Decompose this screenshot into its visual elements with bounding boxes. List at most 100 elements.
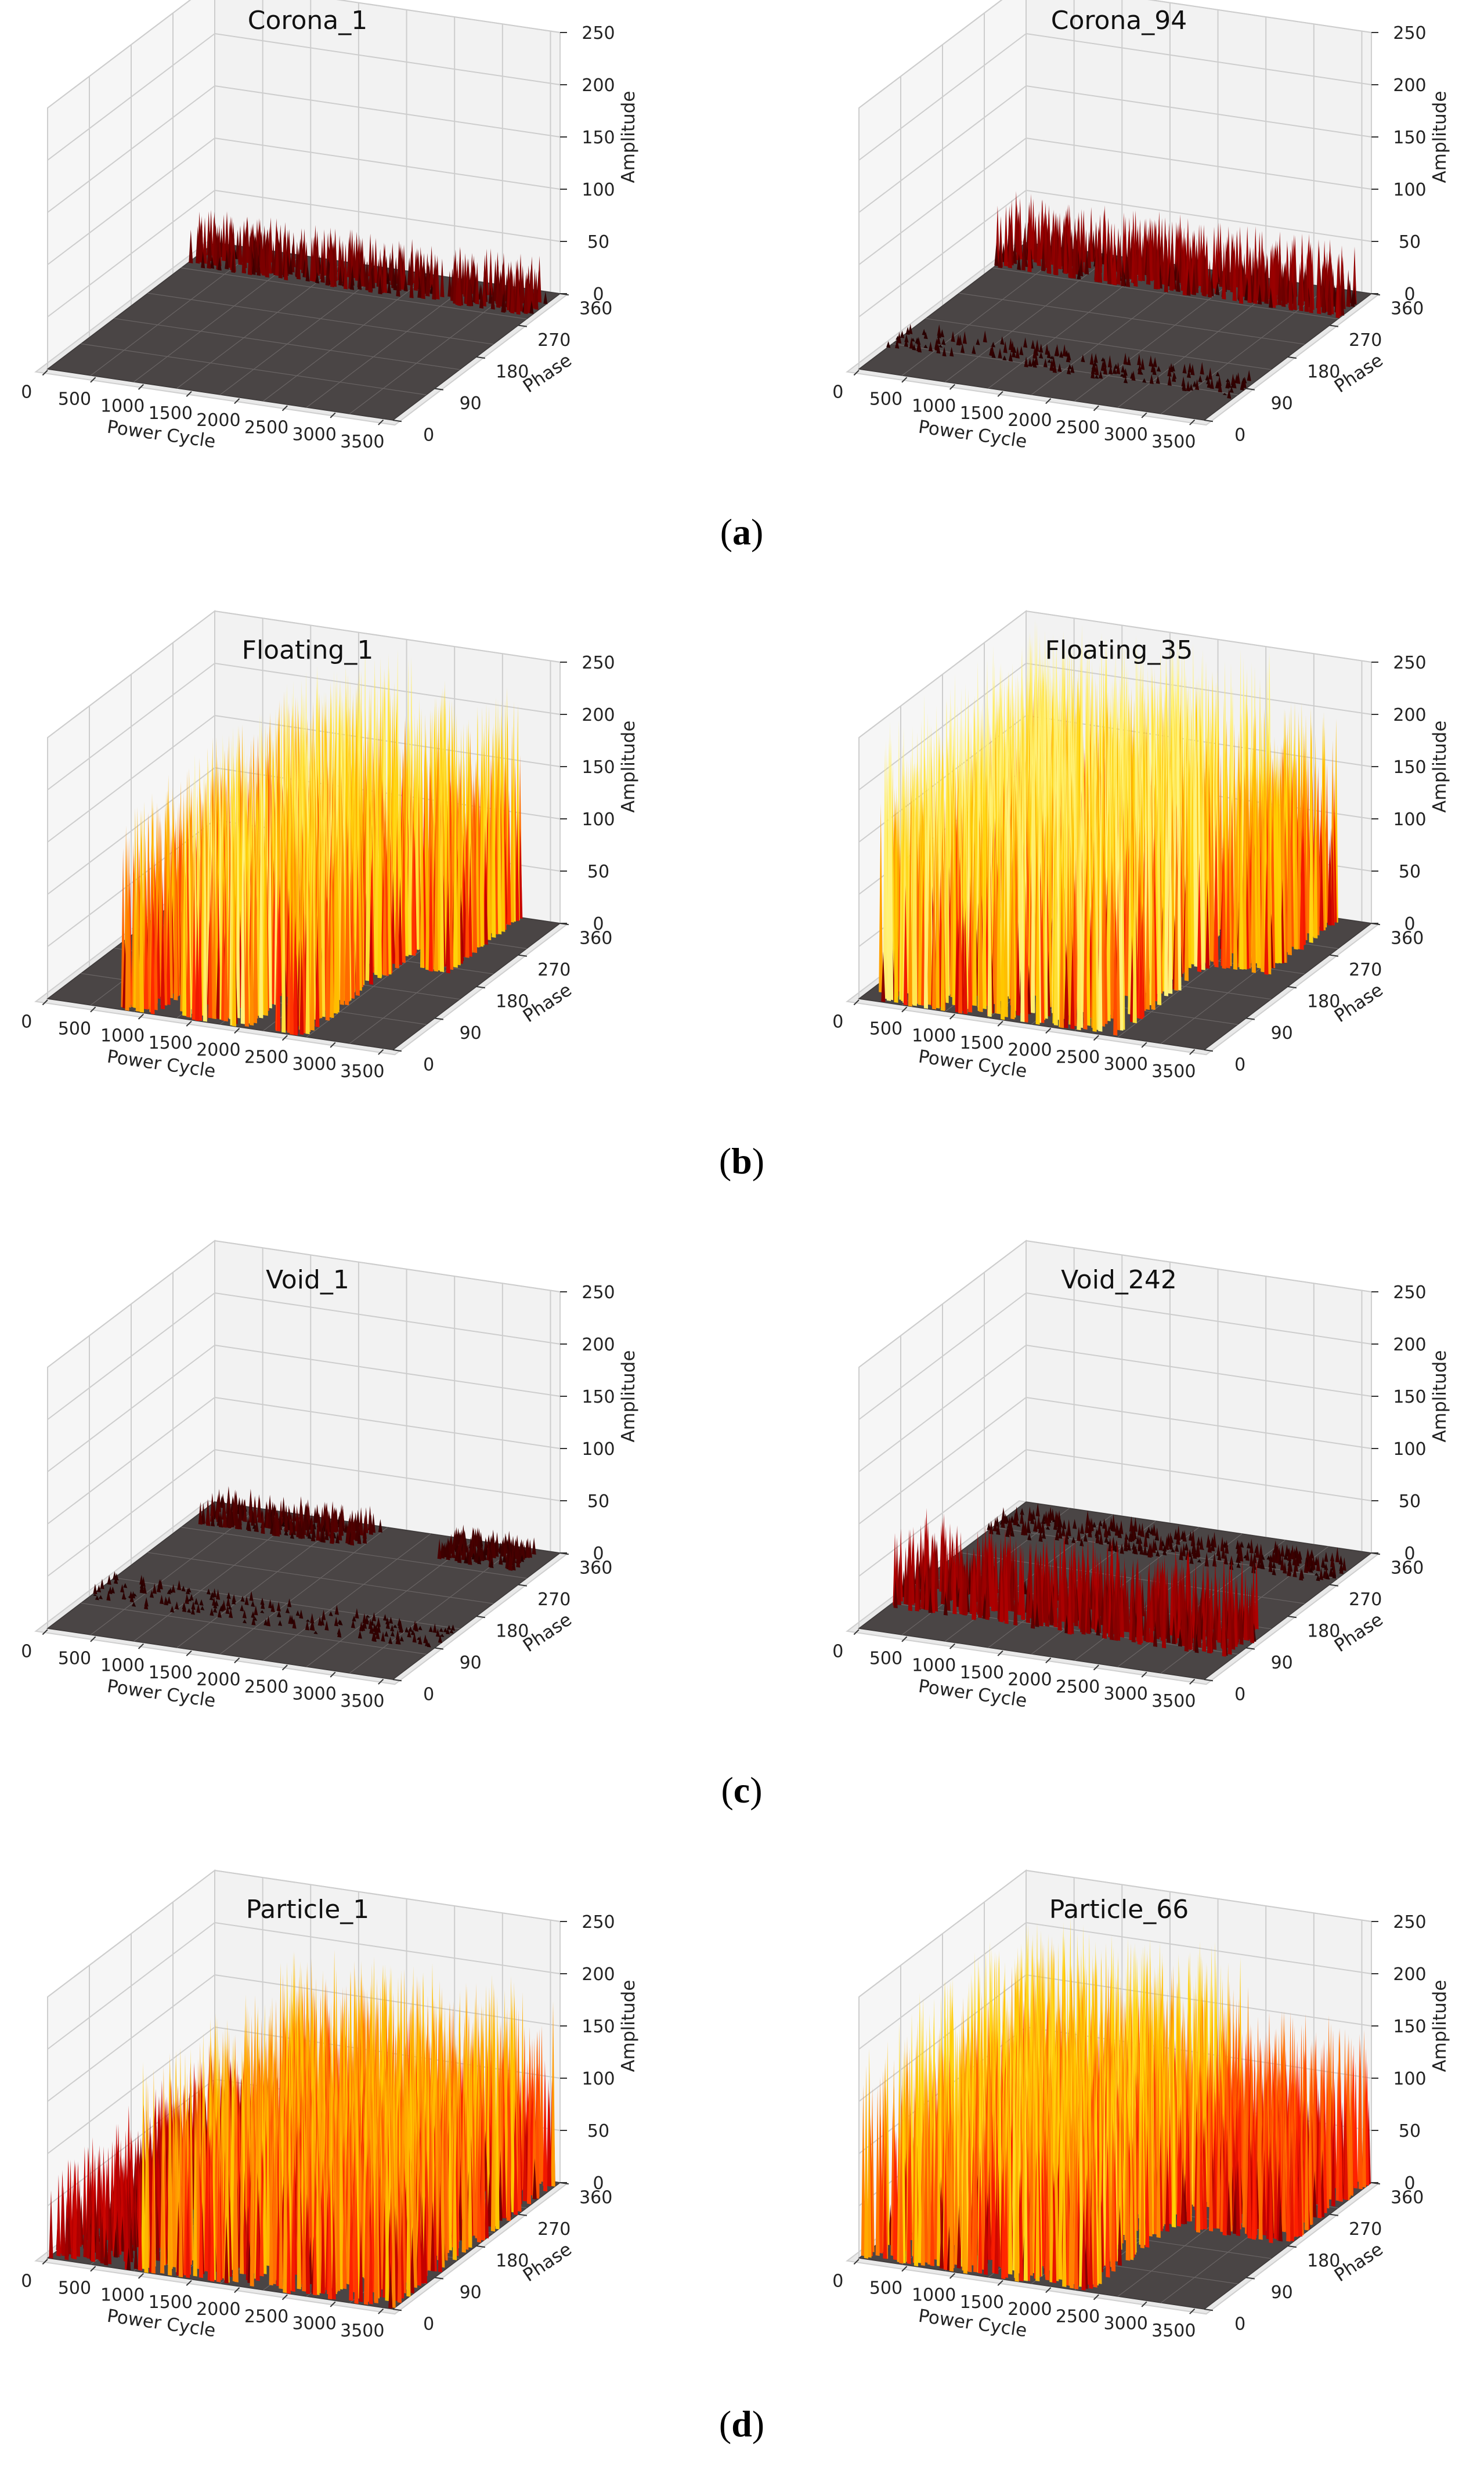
x-tick-mark: [1141, 412, 1147, 418]
surface-spike: [1107, 243, 1112, 285]
y-tick-mark: [392, 420, 402, 422]
surface-spike: [1140, 235, 1145, 281]
y-tick-mark: [1287, 356, 1297, 359]
y-tick-label: 0: [423, 425, 434, 445]
surface-spike: [1351, 290, 1355, 307]
surface-spike: [1107, 355, 1112, 368]
surface-spike: [1043, 358, 1048, 368]
surface-spike: [1047, 359, 1052, 363]
panel-floating-35: 0 500 1000 1500 2000 2500 3000 3500 090180270360…: [832, 609, 1450, 1082]
surface-spike: [1272, 246, 1276, 308]
surface-spike: [1182, 382, 1187, 392]
z-tick-label: 150: [582, 128, 615, 148]
z-tick-label: 200: [582, 75, 615, 96]
surface-spike: [923, 331, 928, 339]
y-tick-mark: [434, 388, 444, 391]
surface-spike: [1189, 384, 1193, 391]
surface-spike: [1131, 370, 1136, 381]
surface-spike: [1258, 284, 1262, 305]
surface-spike: [1008, 217, 1012, 269]
z-axis-label: Amplitude: [618, 721, 639, 813]
surface-spike: [1324, 262, 1328, 312]
z-tick-label: 50: [587, 862, 609, 882]
y-tick-label: 90: [1271, 393, 1293, 414]
surface-spike: [1003, 341, 1008, 353]
surface-spike: [487, 739, 492, 941]
surface-spike: [368, 233, 373, 277]
surface-spike: [413, 251, 418, 291]
surface-spike: [1121, 259, 1125, 287]
surface-spike: [1247, 370, 1251, 381]
surface-spike: [1207, 259, 1212, 298]
surface-spike: [1247, 246, 1252, 304]
surface-spike: [909, 337, 913, 349]
x-tick-label: 1500: [960, 403, 1004, 424]
x-tick-label: 1000: [912, 396, 956, 417]
x-tick-mark: [1093, 405, 1099, 411]
surface-spike: [403, 273, 408, 292]
surface-spike: [1176, 269, 1180, 292]
surface-spike: [904, 334, 909, 343]
surface-spike: [1122, 370, 1127, 378]
surface-spike: [261, 232, 266, 276]
surface-spike: [900, 330, 905, 338]
surface-spikes: [121, 645, 523, 1036]
surface-spike: [1288, 262, 1293, 311]
surface-spikes: [886, 191, 1357, 399]
surface-spike: [1033, 217, 1038, 263]
surface-spike: [1133, 231, 1138, 287]
surface-spike: [1123, 352, 1128, 365]
surface-spike: [309, 237, 314, 281]
x-tick-label: 0: [832, 382, 843, 402]
x-tick-label: 3500: [1151, 432, 1196, 452]
surface-spike: [1218, 380, 1222, 393]
y-tick-mark: [1204, 420, 1214, 422]
z-tick-label: 200: [582, 705, 615, 725]
surface-spike: [1116, 362, 1121, 374]
y-tick-label: 270: [537, 960, 571, 980]
surface-spike: [941, 338, 946, 345]
surface-spike: [490, 284, 495, 310]
y-tick-label: 180: [496, 362, 529, 382]
surface-spike: [1253, 250, 1258, 304]
z-tick-label: 0: [593, 914, 604, 934]
surface-spike: [238, 225, 243, 265]
surface-spike: [1032, 346, 1037, 359]
surface-spike: [1198, 375, 1203, 382]
y-axis-label: Phase: [1331, 350, 1387, 398]
surface-spike: [1149, 374, 1154, 384]
z-tick-label: 150: [582, 757, 615, 778]
surface-spike: [936, 334, 941, 345]
surface-spike: [440, 258, 445, 298]
y-tick-label: 90: [460, 393, 482, 414]
surface-spike: [1153, 239, 1158, 290]
z-tick-label: 250: [1393, 23, 1426, 44]
panel-title: Corona_1: [248, 6, 368, 35]
surface-spike: [1013, 238, 1017, 264]
x-tick-label: 2500: [1056, 417, 1100, 438]
surface-spike: [1039, 352, 1044, 359]
surface-spike: [447, 271, 452, 297]
surface-spike: [1023, 337, 1028, 348]
y-tick-mark: [1329, 324, 1339, 327]
surface-spike: [895, 338, 900, 349]
surface-spike: [1093, 353, 1098, 363]
x-tick-mark: [234, 398, 240, 404]
surface-spike: [1244, 285, 1248, 301]
surface-spike: [429, 245, 434, 288]
surface-spike: [1138, 363, 1142, 375]
surface-spike: [1024, 356, 1028, 367]
surface-spike: [1015, 346, 1020, 359]
surface-spike: [492, 723, 496, 938]
surface-spike: [1046, 350, 1051, 359]
surface-spike: [222, 214, 226, 262]
x-tick-mark: [281, 405, 288, 411]
grid-lines: [47, 0, 561, 370]
x-tick-label: 2000: [196, 1040, 240, 1060]
surface-spike: [489, 248, 493, 296]
surface-spike: [1327, 276, 1332, 316]
x-tick-mark: [330, 412, 336, 418]
surface-spike: [510, 726, 514, 923]
surface-spike: [1121, 365, 1125, 373]
surface-spike: [1321, 276, 1326, 313]
